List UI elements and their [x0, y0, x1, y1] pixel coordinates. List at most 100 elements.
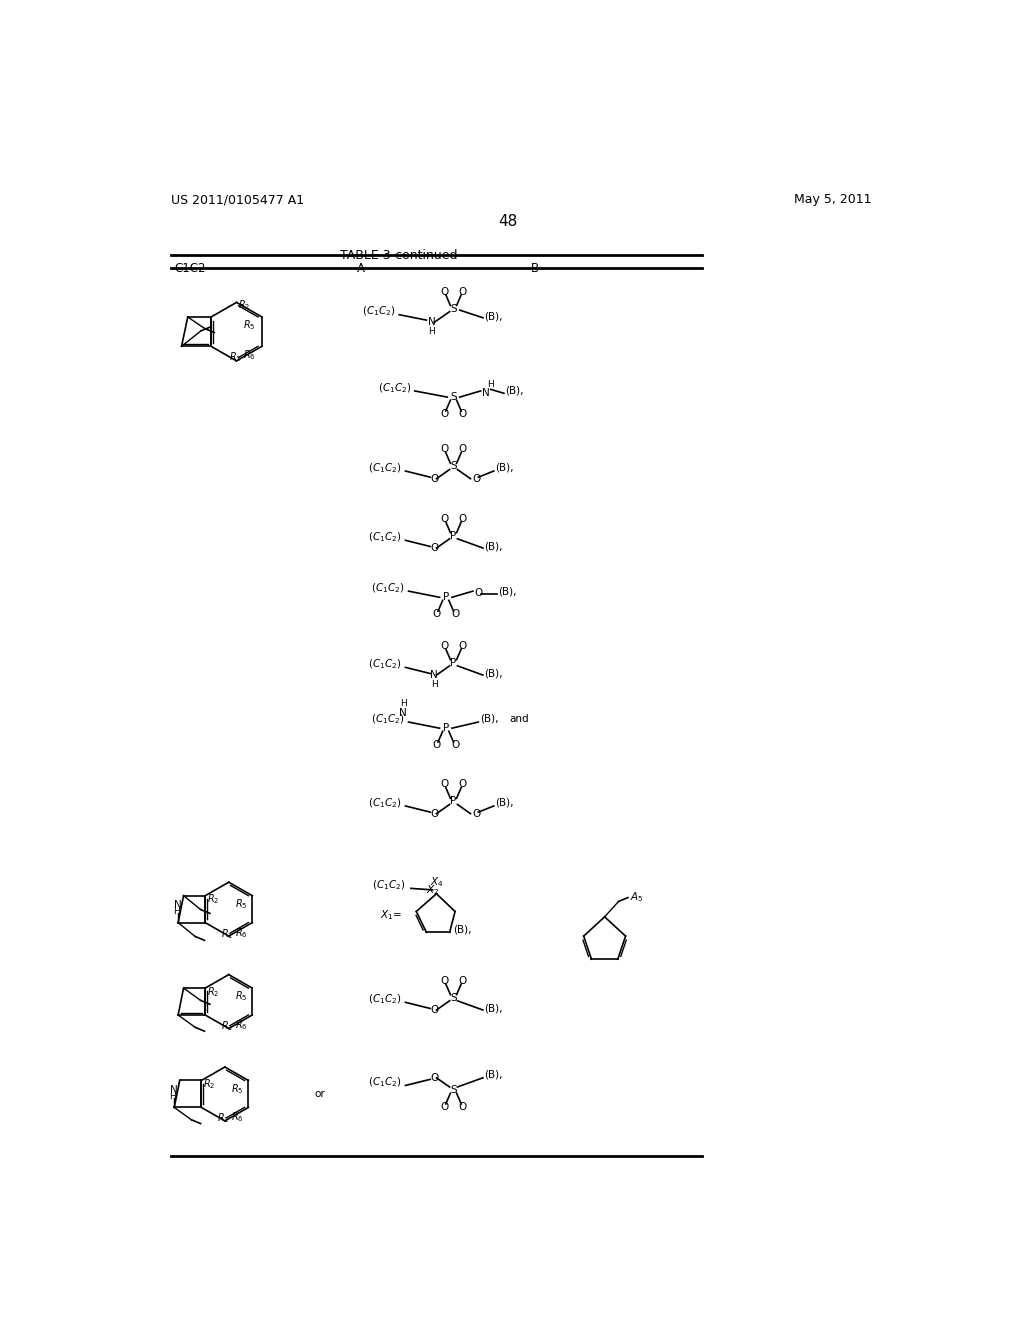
Text: N: N: [174, 900, 182, 911]
Text: $R_2$: $R_2$: [207, 985, 219, 999]
Text: $R_2$: $R_2$: [238, 298, 251, 312]
Text: N: N: [428, 317, 435, 327]
Text: N: N: [482, 388, 489, 399]
Text: O: O: [430, 543, 438, 553]
Text: O: O: [440, 445, 449, 454]
Text: (B),: (B),: [480, 714, 499, 723]
Text: O: O: [459, 409, 467, 418]
Text: N: N: [399, 708, 407, 718]
Text: (B),: (B),: [454, 925, 472, 935]
Text: O: O: [440, 286, 449, 297]
Text: B: B: [531, 261, 539, 275]
Text: H: H: [487, 380, 494, 388]
Text: O: O: [440, 409, 449, 418]
Text: H: H: [173, 907, 180, 916]
Text: $R_2$: $R_2$: [203, 1077, 215, 1092]
Text: O: O: [440, 1102, 449, 1111]
Text: (B),: (B),: [484, 1069, 503, 1080]
Text: (B),: (B),: [484, 312, 503, 321]
Text: O: O: [472, 809, 480, 818]
Text: $(C_1C_2)$: $(C_1C_2)$: [369, 993, 401, 1006]
Text: O: O: [430, 1073, 438, 1082]
Text: $R_2$: $R_2$: [207, 892, 219, 907]
Text: $R_5$: $R_5$: [236, 990, 248, 1003]
Text: P: P: [442, 593, 449, 602]
Text: $R_6$: $R_6$: [231, 1110, 244, 1125]
Text: H: H: [431, 680, 437, 689]
Text: $R_5$: $R_5$: [231, 1082, 244, 1096]
Text: O: O: [432, 610, 440, 619]
Text: $A_5$: $A_5$: [630, 891, 644, 904]
Text: US 2011/0105477 A1: US 2011/0105477 A1: [171, 193, 304, 206]
Text: 48: 48: [498, 214, 517, 228]
Text: $X_2$: $X_2$: [426, 883, 439, 896]
Text: N: N: [430, 671, 438, 680]
Text: H: H: [169, 1092, 176, 1101]
Text: $R_1$: $R_1$: [217, 1111, 229, 1126]
Text: O: O: [430, 474, 438, 483]
Text: O: O: [459, 286, 467, 297]
Text: $R_1$: $R_1$: [228, 350, 241, 364]
Text: A: A: [356, 261, 365, 275]
Text: O: O: [430, 1005, 438, 1015]
Text: P: P: [442, 723, 449, 733]
Text: S: S: [451, 462, 457, 471]
Text: TABLE 3-continued: TABLE 3-continued: [341, 249, 458, 263]
Text: O: O: [459, 513, 467, 524]
Text: (B),: (B),: [484, 541, 503, 552]
Text: P: P: [451, 657, 457, 668]
Text: (B),: (B),: [496, 463, 514, 473]
Text: $(C_1C_2)$: $(C_1C_2)$: [369, 1076, 401, 1089]
Text: $(C_1C_2)$: $(C_1C_2)$: [372, 581, 404, 595]
Text: or: or: [314, 1089, 325, 1100]
Text: C1C2: C1C2: [174, 261, 206, 275]
Text: O: O: [459, 445, 467, 454]
Text: O: O: [440, 513, 449, 524]
Text: (B),: (B),: [484, 1003, 503, 1014]
Text: O: O: [430, 809, 438, 818]
Text: H: H: [399, 700, 407, 708]
Text: O: O: [459, 779, 467, 789]
Text: (B),: (B),: [499, 586, 517, 597]
Text: P: P: [451, 796, 457, 807]
Text: O: O: [451, 610, 459, 619]
Text: O: O: [440, 975, 449, 986]
Text: $(C_1C_2)$: $(C_1C_2)$: [369, 531, 401, 544]
Text: S: S: [451, 392, 457, 403]
Text: O: O: [459, 640, 467, 651]
Text: O: O: [474, 589, 482, 598]
Text: $R_6$: $R_6$: [234, 925, 248, 940]
Text: O: O: [440, 640, 449, 651]
Text: P: P: [451, 531, 457, 541]
Text: $(C_1C_2)$: $(C_1C_2)$: [369, 461, 401, 475]
Text: $(C_1C_2)$: $(C_1C_2)$: [369, 657, 401, 671]
Text: $(C_1C_2)$: $(C_1C_2)$: [372, 713, 404, 726]
Text: $R_1$: $R_1$: [221, 927, 233, 941]
Text: $(C_1C_2)$: $(C_1C_2)$: [362, 305, 395, 318]
Text: (B),: (B),: [496, 797, 514, 808]
Text: S: S: [451, 993, 457, 1003]
Text: O: O: [451, 741, 459, 750]
Text: N: N: [170, 1085, 178, 1096]
Text: $R_6$: $R_6$: [243, 348, 256, 362]
Text: $(C_1C_2)$: $(C_1C_2)$: [369, 796, 401, 809]
Text: H: H: [428, 327, 435, 337]
Text: (B),: (B),: [484, 668, 503, 678]
Text: $R_5$: $R_5$: [236, 898, 248, 911]
Text: O: O: [459, 1102, 467, 1111]
Text: S: S: [451, 1085, 457, 1096]
Text: and: and: [509, 714, 529, 723]
Text: O: O: [440, 779, 449, 789]
Text: (B),: (B),: [506, 385, 524, 396]
Text: May 5, 2011: May 5, 2011: [795, 193, 872, 206]
Text: $X_1$=: $X_1$=: [380, 908, 402, 923]
Text: O: O: [472, 474, 480, 483]
Text: O: O: [432, 741, 440, 750]
Text: O: O: [459, 975, 467, 986]
Text: $X_4$: $X_4$: [430, 875, 443, 890]
Text: $R_5$: $R_5$: [244, 318, 256, 333]
Text: $(C_1C_2)$: $(C_1C_2)$: [378, 381, 411, 395]
Text: $R_1$: $R_1$: [221, 1019, 233, 1034]
Text: $R_6$: $R_6$: [234, 1018, 248, 1032]
Text: S: S: [451, 304, 457, 314]
